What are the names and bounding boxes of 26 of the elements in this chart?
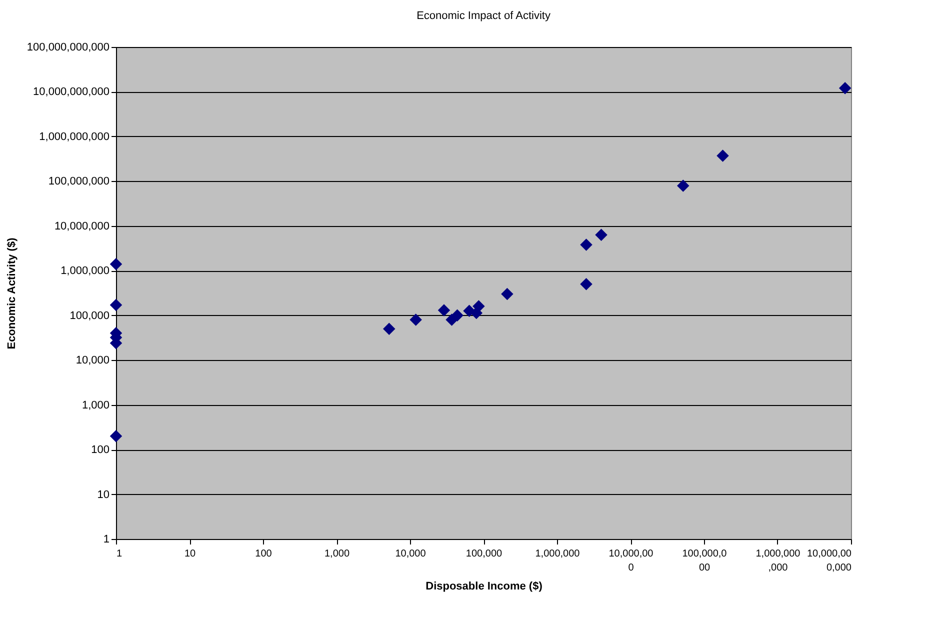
x-tick-label: 100 — [255, 548, 272, 560]
y-tick-label: 100 — [91, 444, 110, 456]
y-tick-label: 1 — [103, 534, 110, 546]
x-tick-label: 100,000,000 — [682, 548, 728, 574]
y-tick-label: 10 — [97, 488, 110, 501]
y-tick-label: 10,000 — [76, 354, 110, 367]
y-tick-label: 10,000,000 — [54, 220, 110, 232]
x-tick-label: 1,000 — [324, 548, 350, 560]
y-tick-label: 100,000 — [70, 310, 110, 322]
x-tick-label: 10,000,000,000 — [807, 548, 852, 574]
y-tick-label: 1,000,000,000 — [39, 130, 110, 143]
x-tick-label: 1,000,000,000 — [756, 548, 801, 574]
x-tick-label: 1 — [116, 548, 122, 560]
y-tick-label: 1,000,000 — [60, 265, 110, 278]
y-tick-label: 100,000,000 — [48, 176, 110, 188]
x-tick-label: 10,000,000 — [608, 548, 654, 574]
x-tick-label: 10,000 — [395, 548, 426, 560]
x-tick-label: 10 — [184, 548, 196, 560]
y-axis-title: Economic Activity ($) — [6, 237, 18, 350]
x-axis-title: Disposable Income ($) — [426, 580, 543, 592]
y-tick-label: 1,000 — [82, 399, 110, 412]
y-tick-label: 10,000,000,000 — [33, 86, 110, 98]
chart-title: Economic Impact of Activity — [416, 10, 551, 22]
x-tick-label: 1,000,000 — [535, 548, 580, 560]
x-tick-label: 100,000 — [466, 548, 503, 560]
y-tick-label: 100,000,000,000 — [26, 42, 110, 54]
